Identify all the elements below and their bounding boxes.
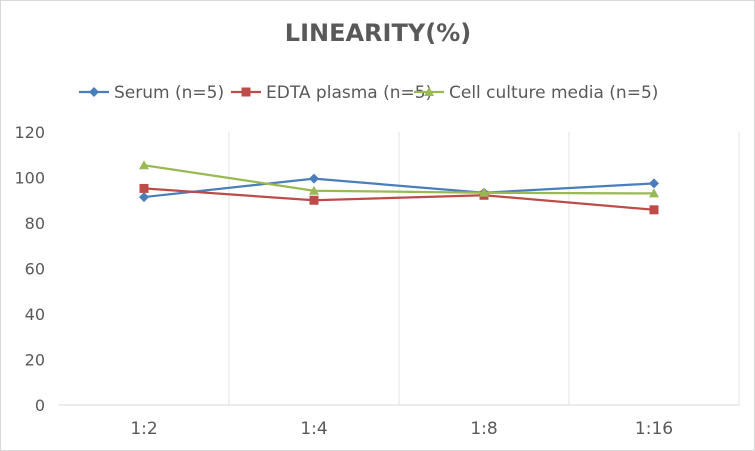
x-tick-label: 1:8 bbox=[470, 419, 497, 439]
legend-label: Cell culture media (n=5) bbox=[449, 83, 658, 103]
diamond-marker bbox=[649, 178, 659, 189]
diamond-marker bbox=[139, 192, 149, 203]
y-tick-label: 20 bbox=[25, 351, 45, 370]
y-tick-label: 0 bbox=[35, 396, 45, 415]
y-tick-label: 40 bbox=[25, 305, 45, 324]
series-line bbox=[143, 187, 655, 211]
y-tick-label: 80 bbox=[25, 214, 45, 233]
x-tick-label: 1:2 bbox=[130, 419, 157, 439]
series-line bbox=[143, 164, 655, 195]
triangle-marker bbox=[424, 87, 434, 96]
triangle-marker bbox=[139, 160, 149, 170]
axes: 0 20 40 60 80 100 120 1:2 1:4 1:8 1:16 bbox=[14, 123, 739, 439]
triangle-marker bbox=[479, 187, 489, 197]
chart-title: LINEARITY(%) bbox=[285, 19, 471, 47]
diamond-marker bbox=[89, 87, 99, 97]
square-marker bbox=[649, 205, 659, 215]
series-line bbox=[143, 177, 655, 199]
y-tick-label: 100 bbox=[14, 169, 45, 188]
legend-label: Serum (n=5) bbox=[114, 83, 224, 103]
square-marker bbox=[241, 87, 251, 97]
grid bbox=[228, 132, 740, 405]
series-group bbox=[139, 160, 659, 215]
y-tick-label: 60 bbox=[25, 260, 45, 279]
x-tick-label: 1:16 bbox=[635, 419, 673, 439]
y-tick-label: 120 bbox=[14, 123, 45, 142]
legend: Serum (n=5) EDTA plasma (n=5) Cell culture… bbox=[79, 83, 658, 103]
square-marker bbox=[309, 195, 319, 205]
diamond-marker bbox=[309, 173, 319, 184]
square-marker bbox=[139, 183, 149, 193]
x-tick-label: 1:4 bbox=[300, 419, 327, 439]
legend-label: EDTA plasma (n=5) bbox=[266, 83, 432, 103]
series-triangle bbox=[139, 160, 659, 198]
triangle-marker bbox=[309, 185, 319, 195]
triangle-marker bbox=[649, 188, 659, 198]
